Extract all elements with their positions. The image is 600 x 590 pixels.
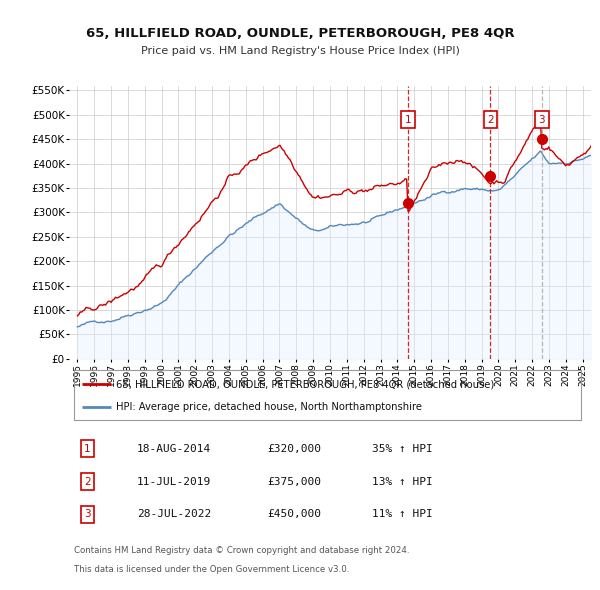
- Text: £375,000: £375,000: [268, 477, 322, 487]
- Text: 3: 3: [84, 509, 91, 519]
- Text: 18-AUG-2014: 18-AUG-2014: [137, 444, 211, 454]
- Text: 2: 2: [84, 477, 91, 487]
- Text: 11% ↑ HPI: 11% ↑ HPI: [372, 509, 433, 519]
- Text: 3: 3: [538, 114, 545, 124]
- Text: Price paid vs. HM Land Registry's House Price Index (HPI): Price paid vs. HM Land Registry's House …: [140, 46, 460, 55]
- Text: £320,000: £320,000: [268, 444, 322, 454]
- Text: HPI: Average price, detached house, North Northamptonshire: HPI: Average price, detached house, Nort…: [116, 402, 422, 412]
- Text: 11-JUL-2019: 11-JUL-2019: [137, 477, 211, 487]
- Text: 65, HILLFIELD ROAD, OUNDLE, PETERBOROUGH, PE8 4QR (detached house): 65, HILLFIELD ROAD, OUNDLE, PETERBOROUGH…: [116, 379, 494, 389]
- Text: 35% ↑ HPI: 35% ↑ HPI: [372, 444, 433, 454]
- Text: £450,000: £450,000: [268, 509, 322, 519]
- Text: 28-JUL-2022: 28-JUL-2022: [137, 509, 211, 519]
- Text: 1: 1: [404, 114, 411, 124]
- Text: 13% ↑ HPI: 13% ↑ HPI: [372, 477, 433, 487]
- Text: 65, HILLFIELD ROAD, OUNDLE, PETERBOROUGH, PE8 4QR: 65, HILLFIELD ROAD, OUNDLE, PETERBOROUGH…: [86, 27, 514, 40]
- Text: 2: 2: [487, 114, 494, 124]
- Text: Contains HM Land Registry data © Crown copyright and database right 2024.: Contains HM Land Registry data © Crown c…: [74, 546, 410, 555]
- Text: 1: 1: [84, 444, 91, 454]
- Text: This data is licensed under the Open Government Licence v3.0.: This data is licensed under the Open Gov…: [74, 565, 350, 574]
